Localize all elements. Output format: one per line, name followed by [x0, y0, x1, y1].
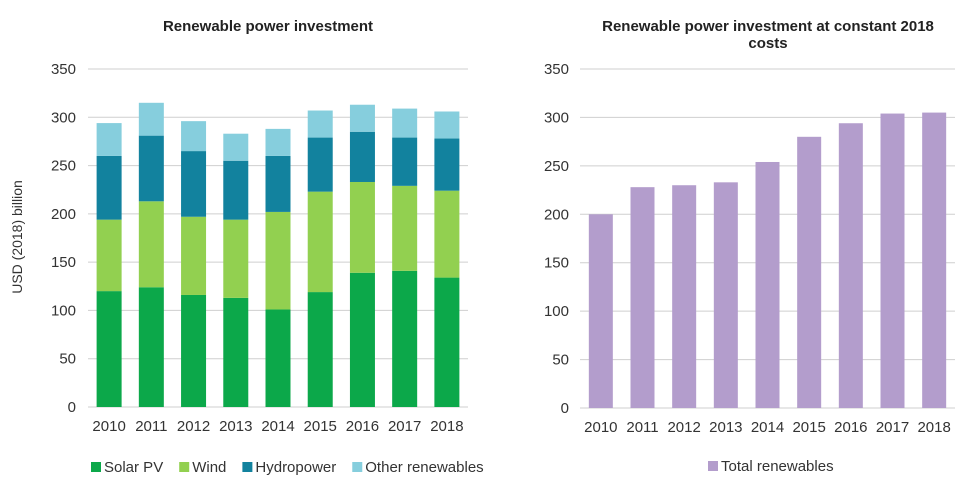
bar-total-renewables-2010 — [588, 214, 613, 408]
y-tick-label: 350 — [51, 61, 76, 78]
bar-hydropower-2012 — [181, 151, 207, 217]
bar-wind-2010 — [96, 219, 122, 292]
x-tick-label: 2012 — [177, 418, 210, 435]
legend-swatch-wind — [179, 462, 190, 472]
bar-solar-pv-2010 — [96, 291, 122, 407]
y-tick-label: 350 — [544, 61, 569, 78]
x-tick-label: 2018 — [430, 418, 463, 435]
bar-wind-2016 — [349, 181, 375, 273]
bar-wind-2015 — [307, 191, 333, 293]
x-tick-label: 2013 — [219, 418, 252, 435]
x-tick-label: 2018 — [917, 419, 950, 436]
y-tick-label: 100 — [544, 303, 569, 320]
bar-total-renewables-2017 — [880, 113, 905, 408]
bar-other-renewables-2018 — [434, 111, 460, 139]
legend-label-total-renewables: Total renewables — [721, 458, 834, 475]
legend-swatch-hydropower — [242, 462, 253, 472]
bar-total-renewables-2016 — [838, 123, 863, 409]
y-tick-label: 200 — [544, 206, 569, 223]
x-tick-label: 2010 — [584, 419, 617, 436]
bar-other-renewables-2011 — [138, 102, 164, 136]
y-tick-label: 150 — [544, 255, 569, 272]
bar-solar-pv-2018 — [434, 277, 460, 407]
x-tick-label: 2016 — [834, 419, 867, 436]
bar-wind-2013 — [223, 219, 249, 298]
y-tick-label: 150 — [51, 254, 76, 271]
bar-total-renewables-2013 — [713, 182, 738, 408]
x-tick-label: 2015 — [304, 418, 337, 435]
bar-solar-pv-2016 — [349, 272, 375, 407]
stacked-bar-chart: Renewable power investment USD (2018) bi… — [9, 18, 484, 476]
x-tick-label: 2017 — [876, 419, 909, 436]
x-tick-label: 2010 — [92, 418, 125, 435]
legend-swatch-total-renewables — [708, 461, 718, 471]
chart-title-line-2: costs — [748, 35, 787, 52]
bar-other-renewables-2014 — [265, 128, 291, 156]
x-tick-label: 2011 — [626, 419, 658, 436]
y-tick-label: 250 — [51, 158, 76, 175]
bar-other-renewables-2012 — [181, 121, 207, 152]
bar-solar-pv-2013 — [223, 297, 249, 407]
bar-wind-2012 — [181, 216, 207, 295]
bar-hydropower-2010 — [96, 155, 122, 220]
bar-total-renewables-2015 — [797, 136, 822, 409]
y-tick-label: 50 — [59, 351, 76, 368]
y-tick-label: 300 — [51, 109, 76, 126]
y-tick-label: 0 — [68, 399, 76, 416]
bar-solar-pv-2014 — [265, 309, 291, 407]
legend-swatch-solar-pv — [91, 462, 101, 472]
bar-chart: Renewable power investment at constant 2… — [544, 18, 955, 475]
bar-other-renewables-2016 — [349, 104, 375, 132]
bar-wind-2011 — [138, 201, 164, 288]
bar-total-renewables-2012 — [672, 185, 697, 408]
bar-other-renewables-2013 — [223, 133, 249, 161]
bar-hydropower-2011 — [138, 135, 164, 202]
bar-hydropower-2014 — [265, 155, 291, 212]
bar-hydropower-2015 — [307, 137, 333, 192]
y-tick-label: 250 — [544, 158, 569, 175]
x-tick-label: 2011 — [135, 418, 167, 435]
y-tick-label: 300 — [544, 109, 569, 126]
bar-solar-pv-2012 — [181, 294, 207, 407]
x-tick-label: 2013 — [709, 419, 742, 436]
legend-label-hydropower: Hydropower — [255, 459, 336, 476]
bar-wind-2018 — [434, 190, 460, 278]
bar-hydropower-2018 — [434, 138, 460, 191]
legend: Total renewables — [708, 458, 834, 475]
y-tick-label: 200 — [51, 206, 76, 223]
x-tick-label: 2014 — [751, 419, 784, 436]
y-tick-label: 50 — [552, 352, 569, 369]
bar-other-renewables-2015 — [307, 110, 333, 138]
x-tick-label: 2012 — [667, 419, 700, 436]
x-tick-label: 2014 — [261, 418, 294, 435]
bar-solar-pv-2017 — [392, 270, 418, 407]
legend-label-other-renewables: Other renewables — [365, 459, 483, 476]
bar-other-renewables-2017 — [392, 108, 418, 138]
bar-wind-2014 — [265, 211, 291, 310]
legend-label-wind: Wind — [192, 459, 226, 476]
bar-wind-2017 — [392, 185, 418, 271]
legend: Solar PV Wind Hydropower Other renewables — [91, 459, 484, 476]
x-tick-label: 2015 — [792, 419, 825, 436]
y-axis-label: USD (2018) billion — [9, 180, 25, 294]
legend-swatch-other-renewables — [352, 462, 363, 472]
bar-total-renewables-2014 — [755, 161, 780, 408]
bar-hydropower-2017 — [392, 137, 418, 186]
bar-other-renewables-2010 — [96, 123, 122, 156]
x-tick-label: 2017 — [388, 418, 421, 435]
y-tick-label: 100 — [51, 302, 76, 319]
chart-title: Renewable power investment — [163, 18, 373, 35]
chart-title-line-1: Renewable power investment at constant 2… — [602, 18, 934, 35]
y-tick-label: 0 — [561, 400, 569, 417]
bar-hydropower-2013 — [223, 160, 249, 220]
x-tick-label: 2016 — [346, 418, 379, 435]
bar-total-renewables-2011 — [630, 187, 655, 408]
bar-solar-pv-2011 — [138, 287, 164, 407]
bar-hydropower-2016 — [349, 131, 375, 182]
bar-total-renewables-2018 — [922, 112, 947, 408]
bar-solar-pv-2015 — [307, 292, 333, 407]
legend-label-solar-pv: Solar PV — [104, 459, 163, 476]
